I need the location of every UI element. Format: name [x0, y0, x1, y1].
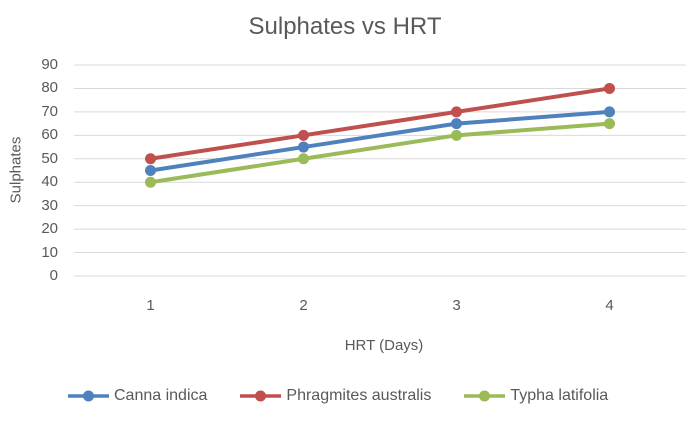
- series-line-canna-indica: [148, 109, 612, 173]
- data-point-typha-latifolia: [298, 153, 309, 165]
- legend-marker-icon: [240, 390, 282, 402]
- x-axis-title: HRT (Days): [344, 337, 424, 354]
- chart-title: Sulphates vs HRT: [248, 13, 442, 40]
- legend: Canna indica Phragmites australis Typha la…: [68, 387, 608, 405]
- data-point-typha-latifolia: [451, 129, 462, 141]
- series-line-phragmites-australis: [148, 86, 612, 161]
- data-point-canna-indica: [298, 141, 309, 153]
- data-point-typha-latifolia: [604, 118, 615, 130]
- y-tick-label: 80: [41, 79, 58, 97]
- x-tick-label: 2: [299, 297, 308, 314]
- legend-marker-icon: [464, 390, 506, 402]
- data-point-canna-indica: [604, 106, 615, 118]
- legend-item-phragmites-australis: Phragmites australis: [240, 387, 431, 405]
- data-point-phragmites-australis: [145, 153, 156, 165]
- x-tick-label: 3: [452, 297, 461, 314]
- data-point-canna-indica: [451, 118, 462, 130]
- data-point-phragmites-australis: [298, 129, 309, 141]
- y-tick-label: 40: [41, 173, 58, 191]
- data-point-phragmites-australis: [604, 82, 615, 94]
- legend-label: Phragmites australis: [286, 387, 432, 404]
- series-line-typha-latifolia: [148, 121, 612, 185]
- y-tick-label: 90: [41, 56, 58, 73]
- data-point-typha-latifolia: [145, 176, 156, 188]
- legend-label: Typha latifolia: [510, 387, 609, 404]
- legend-marker-icon: [68, 390, 109, 402]
- data-point-phragmites-australis: [451, 106, 462, 118]
- x-tick-label: 1: [146, 297, 155, 314]
- legend-item-typha-latifolia: Typha latifolia: [464, 387, 608, 405]
- legend-item-canna-indica: Canna indica: [68, 387, 207, 405]
- y-tick-label: 60: [41, 126, 58, 144]
- y-tick-label: 30: [41, 196, 58, 214]
- y-tick-label: 0: [49, 267, 58, 284]
- x-tick-label: 4: [605, 297, 614, 314]
- y-tick-label: 50: [41, 149, 58, 167]
- y-tick-label: 10: [41, 243, 58, 261]
- y-tick-label: 70: [41, 102, 58, 120]
- data-point-canna-indica: [145, 165, 156, 176]
- y-tick-label: 20: [41, 220, 58, 238]
- legend-label: Canna indica: [114, 387, 208, 404]
